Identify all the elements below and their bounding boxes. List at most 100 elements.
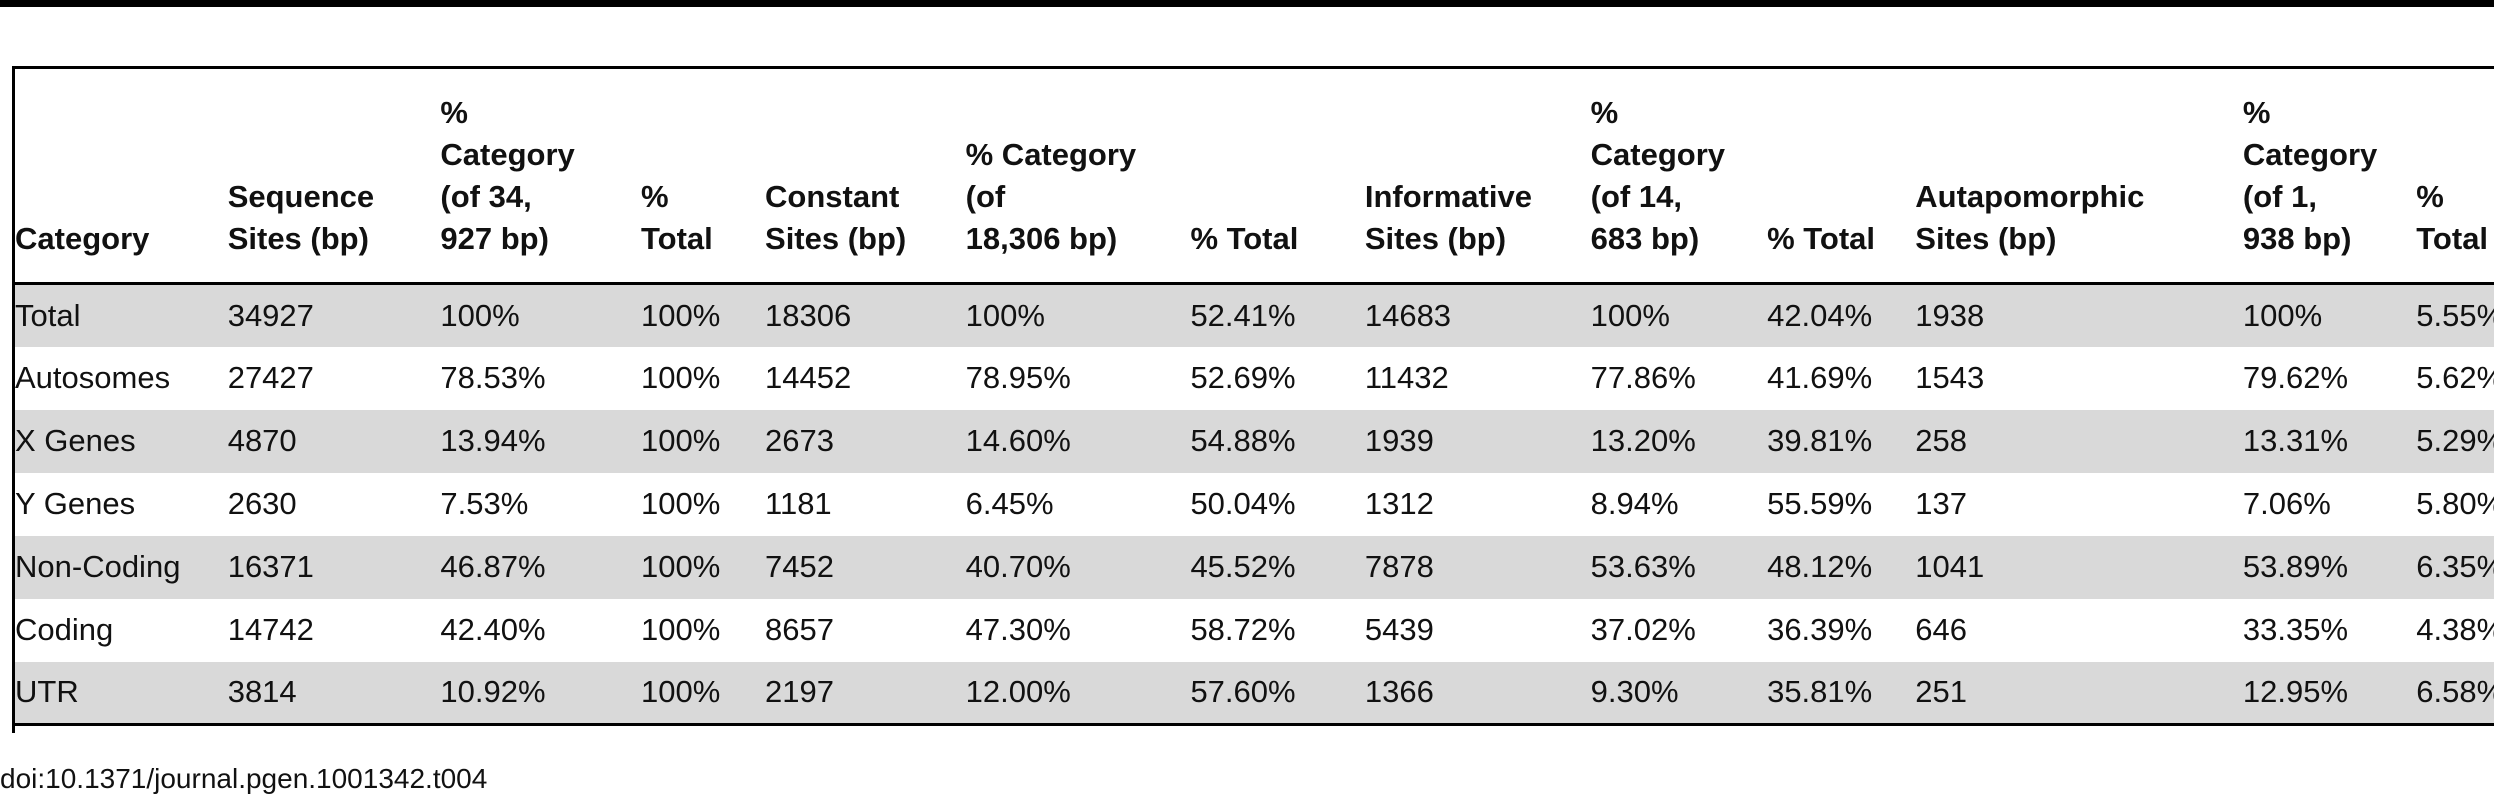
table-container: Category Sequence Sites (bp) % Category (o…: [15, 66, 2494, 726]
table-row: Total 34927 100% 100% 18306 100% 52.41% 14683 10…: [15, 283, 2494, 347]
column-header: Category: [15, 221, 150, 256]
table-cell: 37.02%: [1590, 612, 1696, 647]
table-cell: 14742: [227, 612, 314, 647]
column-header: % Total: [1767, 221, 1876, 256]
table-cell: 100%: [641, 297, 721, 333]
table-cell: 18306: [765, 297, 852, 333]
table-cell: 36.39%: [1767, 612, 1873, 647]
table-cell: 58.72%: [1190, 612, 1296, 647]
table-cell: 8.94%: [1590, 486, 1679, 521]
left-rule: [12, 66, 15, 733]
table-cell: 4.38%: [2416, 612, 2494, 647]
table-cell: 77.86%: [1590, 360, 1696, 395]
table-cell: 50.04%: [1190, 486, 1296, 521]
column-header: Sequence Sites (bp): [227, 179, 375, 256]
table-cell: 8657: [765, 612, 834, 647]
table-cell: 251: [1915, 674, 1967, 710]
table-cell: 4870: [227, 423, 297, 458]
table-cell: 7.06%: [2242, 486, 2331, 521]
table-cell: 100%: [641, 423, 721, 458]
table-cell: 2673: [765, 423, 834, 458]
column-header: % Category (of 1, 938 bp): [2242, 95, 2378, 256]
table-cell: 52.41%: [1190, 297, 1296, 333]
table-cell: 7452: [765, 549, 834, 584]
column-header: % Total: [641, 179, 713, 256]
table-cell: 100%: [641, 549, 721, 584]
table-cell: 55.59%: [1767, 486, 1873, 521]
table-cell: 78.95%: [965, 360, 1071, 395]
row-label: Non-Coding: [15, 549, 181, 584]
table-cell: 11432: [1364, 360, 1449, 395]
table-cell: 6.45%: [965, 486, 1054, 521]
table-cell: 39.81%: [1767, 423, 1873, 458]
column-header: Autapomorphic Sites (bp): [1915, 179, 2145, 256]
table-cell: 6.35%: [2416, 549, 2494, 584]
column-header: % Total: [1190, 221, 1299, 256]
table-cell: 100%: [641, 486, 721, 521]
table-cell: 258: [1915, 423, 1967, 458]
table-cell: 5.62%: [2416, 360, 2494, 395]
table-cell: 53.63%: [1590, 549, 1696, 584]
table-cell: 13.20%: [1590, 423, 1696, 458]
table-cell: 48.12%: [1767, 549, 1873, 584]
table-cell: 5.29%: [2416, 423, 2494, 458]
table-cell: 13.31%: [2242, 423, 2349, 458]
row-label: X Genes: [15, 423, 136, 458]
table-cell: 79.62%: [2242, 360, 2349, 395]
table-row: Coding 14742 42.40% 100% 8657 47.30% 58.72% 543…: [15, 599, 2494, 662]
table-cell: 41.69%: [1767, 360, 1873, 395]
table-body: Total 34927 100% 100% 18306 100% 52.41% 14683 10…: [15, 283, 2494, 725]
row-label: Autosomes: [15, 360, 171, 395]
table-cell: 40.70%: [965, 549, 1071, 584]
column-header: % Category (of 14, 683 bp): [1590, 95, 1726, 256]
table-cell: 100%: [965, 297, 1045, 333]
row-label: Y Genes: [15, 486, 136, 521]
table-cell: 5.55%: [2416, 297, 2494, 333]
table-cell: 35.81%: [1767, 674, 1873, 710]
table-cell: 7878: [1364, 549, 1434, 584]
table-cell: 1041: [1915, 549, 1985, 584]
table-cell: 54.88%: [1190, 423, 1296, 458]
column-header: % Category (of 18,306 bp): [965, 137, 1137, 256]
table-cell: 27427: [227, 360, 314, 395]
table-cell: 100%: [440, 297, 520, 333]
table-cell: 5.80%: [2416, 486, 2494, 521]
table-cell: 5439: [1364, 612, 1434, 647]
table-cell: 13.94%: [440, 423, 546, 458]
table-cell: 7.53%: [440, 486, 529, 521]
table-cell: 100%: [1590, 297, 1670, 333]
table-cell: 45.52%: [1190, 549, 1296, 584]
table-cell: 14683: [1364, 297, 1452, 333]
table-row: Y Genes 2630 7.53% 100% 1181 6.45% 50.04% 1312 8…: [15, 473, 2494, 536]
table-cell: 2197: [765, 674, 834, 710]
table-row: X Genes 4870 13.94% 100% 2673 14.60% 54.88% 193…: [15, 409, 2494, 473]
table-cell: 2630: [227, 486, 297, 521]
table-cell: 100%: [641, 360, 721, 395]
table-cell: 16371: [227, 549, 314, 584]
header-row: Category Sequence Sites (bp) % Category (o…: [15, 67, 2494, 284]
table-header: Category Sequence Sites (bp) % Category (o…: [15, 67, 2494, 284]
table-cell: 1543: [1915, 360, 1985, 395]
table-cell: 3814: [227, 674, 297, 710]
table-cell: 646: [1915, 612, 1967, 647]
column-header: % Total: [2416, 179, 2489, 256]
table-cell: 34927: [227, 297, 314, 333]
table-cell: 1181: [765, 486, 832, 521]
table-cell: 10.92%: [440, 674, 546, 710]
table-cell: 12.95%: [2242, 674, 2349, 710]
table-cell: 6.58%: [2416, 674, 2494, 710]
table-cell: 57.60%: [1190, 674, 1296, 710]
table-row: Non-Coding 16371 46.87% 100% 7452 40.70% 45.52…: [15, 535, 2494, 599]
table-cell: 42.40%: [440, 612, 546, 647]
table-cell: 53.89%: [2242, 549, 2349, 584]
top-rule: [0, 0, 2494, 7]
row-label: Coding: [15, 612, 114, 647]
table-cell: 100%: [2242, 297, 2323, 333]
table-cell: 137: [1915, 486, 1967, 521]
column-header: Informative Sites (bp): [1364, 179, 1532, 256]
table-row: Autosomes 27427 78.53% 100% 14452 78.95% 52.69…: [15, 347, 2494, 410]
table-cell: 1938: [1915, 297, 1985, 333]
table-row: UTR 3814 10.92% 100% 2197 12.00% 57.60% 1366 9.3…: [15, 661, 2494, 725]
table-cell: 9.30%: [1590, 674, 1679, 710]
table-cell: 1939: [1364, 423, 1434, 458]
